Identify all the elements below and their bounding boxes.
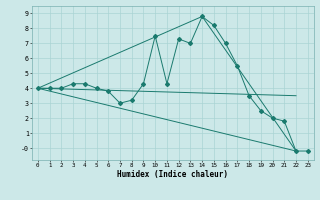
X-axis label: Humidex (Indice chaleur): Humidex (Indice chaleur) [117,170,228,179]
